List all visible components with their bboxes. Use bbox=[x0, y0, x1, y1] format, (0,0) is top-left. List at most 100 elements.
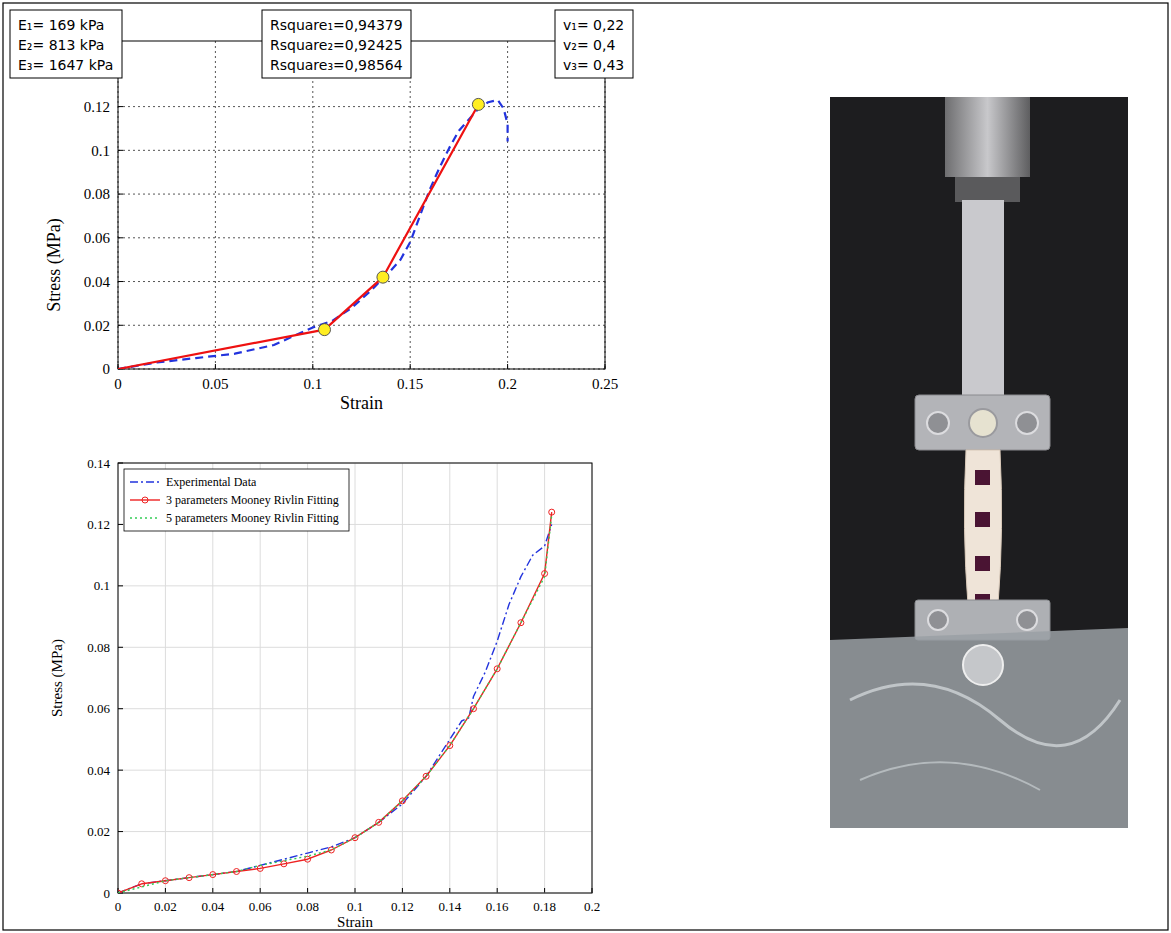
legend-swatch bbox=[130, 499, 160, 500]
grid-line bbox=[507, 41, 508, 369]
annotation-box: v₁= 0,22v₂= 0,4v₃= 0,43 bbox=[555, 10, 633, 78]
bolt bbox=[927, 412, 949, 434]
x-axis-title: Strain bbox=[340, 393, 383, 413]
grid-line bbox=[118, 770, 592, 771]
tick-label: 0.12 bbox=[84, 99, 110, 115]
tick-mark bbox=[497, 888, 498, 893]
annotation-text: v₂= 0,4 bbox=[563, 37, 615, 53]
annotation-text: E₂= 813 kPa bbox=[18, 37, 104, 53]
grid-line bbox=[402, 463, 403, 893]
tick-label: 0.02 bbox=[87, 824, 110, 839]
legend-frame bbox=[124, 469, 349, 531]
grid-line bbox=[118, 585, 592, 586]
figure-border bbox=[3, 3, 1168, 930]
tick-label: 0.06 bbox=[87, 701, 110, 716]
data-point bbox=[281, 861, 287, 867]
tick-label: 0.1 bbox=[347, 899, 363, 914]
tick-mark bbox=[118, 585, 123, 586]
annotation-text: v₁= 0,22 bbox=[563, 17, 624, 33]
tick-mark bbox=[307, 888, 308, 893]
grid-line bbox=[118, 647, 592, 648]
marker-dot bbox=[975, 556, 990, 571]
tick-label: 0.1 bbox=[303, 376, 322, 392]
tick-mark bbox=[449, 888, 450, 893]
test-photo bbox=[830, 97, 1128, 828]
legend: Experimental Data3 parameters Mooney Riv… bbox=[124, 469, 349, 531]
specimen bbox=[964, 450, 1001, 605]
tick-mark bbox=[215, 364, 216, 369]
plot-frame bbox=[118, 463, 592, 893]
tick-mark bbox=[260, 888, 261, 893]
data-point bbox=[318, 324, 330, 336]
series-line bbox=[118, 512, 552, 893]
tick-label: 0.02 bbox=[154, 899, 177, 914]
y-axis-title: Stress (MPa) bbox=[44, 218, 65, 312]
legend-marker bbox=[142, 497, 148, 503]
chart-1: 00.020.040.060.080.10.120.140.160.180.20… bbox=[49, 456, 600, 930]
plot-frame bbox=[118, 41, 605, 369]
tick-label: 0 bbox=[103, 361, 111, 377]
annotation-frame bbox=[10, 10, 122, 78]
annotation-text: Rsquare₃=0,98564 bbox=[270, 57, 403, 73]
y-axis-title: Stress (MPa) bbox=[49, 639, 66, 717]
plot-area bbox=[118, 41, 605, 369]
grid-line bbox=[215, 41, 216, 369]
tick-label: 0 bbox=[114, 376, 122, 392]
series-line bbox=[118, 524, 552, 893]
grid-line bbox=[497, 463, 498, 893]
tick-label: 0.1 bbox=[94, 578, 110, 593]
grid-line bbox=[312, 41, 313, 369]
tick-label: 0.2 bbox=[584, 899, 600, 914]
annotation-box: E₁= 169 kPaE₂= 813 kPaE₃= 1647 kPa bbox=[10, 10, 122, 78]
tick-mark bbox=[312, 364, 313, 369]
tick-mark bbox=[118, 237, 123, 238]
grid-line bbox=[118, 325, 605, 326]
series-line bbox=[118, 104, 478, 369]
tick-mark bbox=[118, 194, 123, 195]
legend-label: Experimental Data bbox=[166, 475, 257, 489]
bolt bbox=[969, 409, 997, 437]
plot-area bbox=[118, 463, 592, 893]
tick-label: 0.1 bbox=[91, 143, 110, 159]
lower-nut bbox=[963, 645, 1003, 685]
upper-clamp bbox=[915, 395, 1050, 450]
legend-swatch bbox=[130, 481, 160, 482]
grid-line bbox=[118, 194, 605, 195]
legend-label: 5 parameters Mooney Rivlin Fitting bbox=[166, 511, 339, 525]
annotation-box: Rsquare₁=0,94379Rsquare₂=0,92425Rsquare₃… bbox=[262, 10, 411, 78]
tick-label: 0.25 bbox=[592, 376, 618, 392]
tick-label: 0.08 bbox=[87, 640, 110, 655]
figure: 00.050.10.150.20.2500.020.040.060.080.10… bbox=[0, 0, 1171, 933]
grid-line bbox=[410, 41, 411, 369]
tick-label: 0.16 bbox=[486, 899, 509, 914]
data-point bbox=[352, 835, 358, 841]
grid-line bbox=[544, 463, 545, 893]
tick-mark bbox=[118, 770, 123, 771]
tick-mark bbox=[212, 888, 213, 893]
tick-label: 0.04 bbox=[201, 899, 224, 914]
grid-line bbox=[118, 150, 605, 151]
annotation-text: E₃= 1647 kPa bbox=[18, 57, 113, 73]
grid-line bbox=[449, 463, 450, 893]
tick-mark bbox=[118, 708, 123, 709]
bolt bbox=[1017, 610, 1037, 630]
grid-line bbox=[355, 463, 356, 893]
tick-mark bbox=[410, 364, 411, 369]
grid-line bbox=[118, 237, 605, 238]
tick-label: 0 bbox=[115, 899, 122, 914]
tick-label: 0.06 bbox=[249, 899, 272, 914]
tick-mark bbox=[165, 888, 166, 893]
series-line bbox=[118, 100, 508, 369]
bag bbox=[830, 628, 1128, 828]
tick-label: 0.14 bbox=[87, 456, 110, 471]
grid-line bbox=[118, 831, 592, 832]
annotation-text: Rsquare₂=0,92425 bbox=[270, 37, 403, 53]
tick-label: 0.15 bbox=[397, 376, 423, 392]
tick-label: 0.04 bbox=[87, 763, 110, 778]
grip-neck bbox=[955, 177, 1020, 202]
tick-label: 0.12 bbox=[391, 899, 414, 914]
data-layer bbox=[118, 509, 555, 893]
grip-head bbox=[945, 97, 1030, 177]
annotation-frame bbox=[555, 10, 633, 78]
tick-mark bbox=[118, 524, 123, 525]
